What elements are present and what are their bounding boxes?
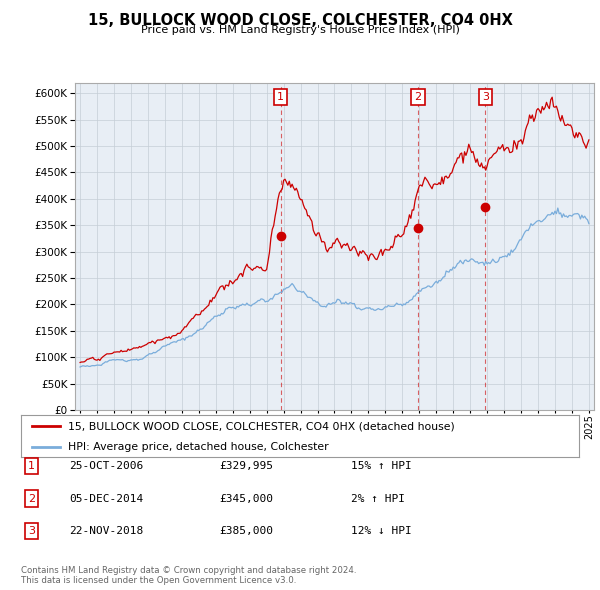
- Text: £385,000: £385,000: [219, 526, 273, 536]
- Text: 15, BULLOCK WOOD CLOSE, COLCHESTER, CO4 0HX (detached house): 15, BULLOCK WOOD CLOSE, COLCHESTER, CO4 …: [68, 421, 455, 431]
- Text: 22-NOV-2018: 22-NOV-2018: [69, 526, 143, 536]
- Text: £345,000: £345,000: [219, 494, 273, 503]
- Text: 15% ↑ HPI: 15% ↑ HPI: [351, 461, 412, 471]
- Text: 12% ↓ HPI: 12% ↓ HPI: [351, 526, 412, 536]
- Text: £329,995: £329,995: [219, 461, 273, 471]
- Text: 2: 2: [415, 93, 421, 102]
- Text: HPI: Average price, detached house, Colchester: HPI: Average price, detached house, Colc…: [68, 442, 329, 451]
- Text: 05-DEC-2014: 05-DEC-2014: [69, 494, 143, 503]
- Text: 2: 2: [28, 494, 35, 503]
- Text: 25-OCT-2006: 25-OCT-2006: [69, 461, 143, 471]
- Text: 1: 1: [28, 461, 35, 471]
- Text: 15, BULLOCK WOOD CLOSE, COLCHESTER, CO4 0HX: 15, BULLOCK WOOD CLOSE, COLCHESTER, CO4 …: [88, 13, 512, 28]
- Text: 3: 3: [482, 93, 489, 102]
- Text: Price paid vs. HM Land Registry's House Price Index (HPI): Price paid vs. HM Land Registry's House …: [140, 25, 460, 35]
- Text: 2% ↑ HPI: 2% ↑ HPI: [351, 494, 405, 503]
- Text: 1: 1: [277, 93, 284, 102]
- Text: 3: 3: [28, 526, 35, 536]
- Text: Contains HM Land Registry data © Crown copyright and database right 2024.
This d: Contains HM Land Registry data © Crown c…: [21, 566, 356, 585]
